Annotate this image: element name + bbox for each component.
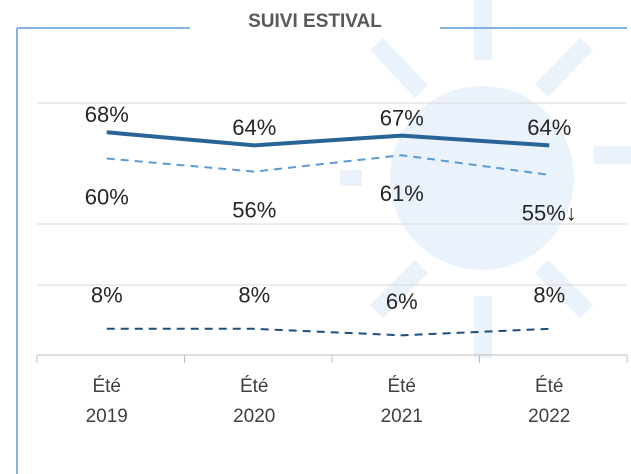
data-label: 8% — [91, 283, 123, 308]
data-label: 61% — [380, 181, 424, 206]
x-tick-label: Été 2022 — [528, 376, 571, 427]
data-label: 64% — [527, 115, 571, 140]
line-series — [106, 154, 550, 176]
data-label: 8% — [238, 283, 270, 308]
data-label: 6% — [386, 289, 418, 314]
line-series — [106, 327, 550, 337]
chart-title: SUIVI ESTIVAL — [248, 11, 382, 32]
sun-decoration — [340, 0, 631, 358]
x-tick-label: Été 2019 — [85, 376, 128, 427]
data-label: 68% — [85, 102, 129, 127]
grid-decoration — [37, 102, 627, 286]
data-label: 67% — [380, 105, 424, 130]
data-label: 64% — [232, 115, 276, 140]
data-label: 55%↓ — [522, 201, 577, 226]
data-label: 8% — [533, 283, 565, 308]
data-label: 60% — [85, 184, 129, 209]
x-tick-label: Été 2021 — [380, 376, 423, 427]
x-tick-label: Été 2020 — [233, 376, 276, 427]
line-series — [106, 130, 550, 148]
frame — [16, 27, 627, 474]
data-label: 56% — [232, 197, 276, 222]
